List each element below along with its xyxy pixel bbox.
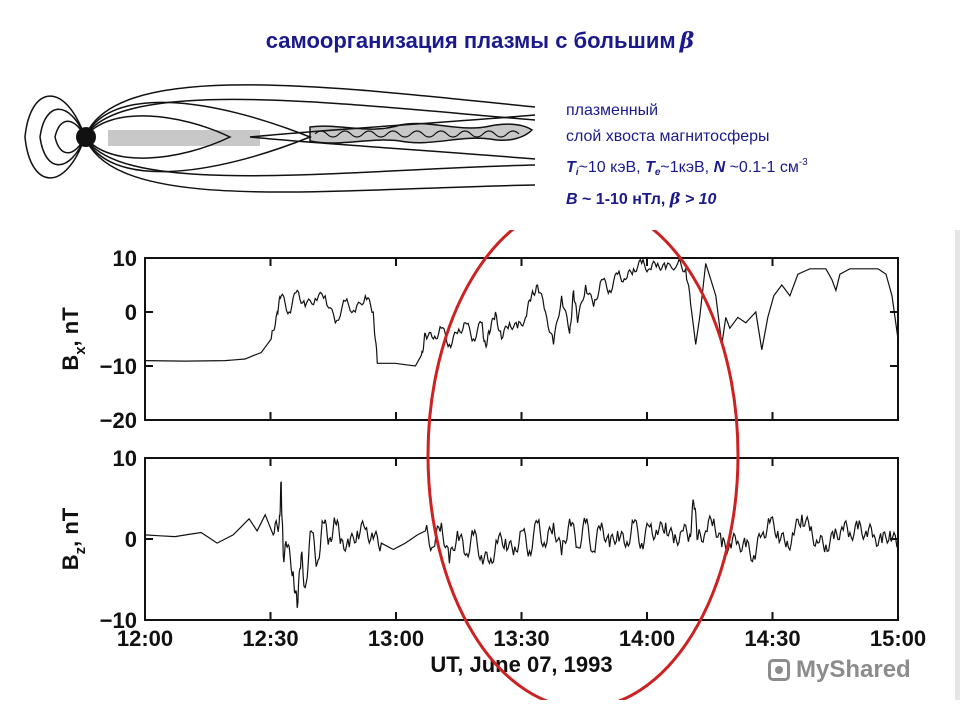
y-tick-label: 10 [113, 446, 137, 471]
x-axis-label: UT, June 07, 1993 [430, 652, 612, 677]
ti-symbol: T [566, 159, 576, 176]
plot-frame [144, 257, 899, 421]
y-tick-label: −10 [100, 354, 137, 379]
y-tick-label: 0 [125, 527, 137, 552]
y-tick-label: 0 [125, 300, 137, 325]
ti-subscript: i [575, 167, 579, 178]
myshared-logo-icon [768, 659, 790, 681]
series-line [144, 481, 899, 608]
y-tick-label: 10 [113, 246, 137, 271]
plasma-sheet-wiggle [314, 130, 520, 138]
x-tick-label: 14:00 [619, 626, 675, 651]
series-line [144, 257, 899, 367]
chart-panel-bx: 10 0 −10 −20 Bx, nT [58, 246, 899, 433]
title-text: самоорганизация плазмы с большим [265, 28, 676, 53]
plasma-sheet-far [309, 122, 534, 144]
magnetosphere-diagram [24, 84, 536, 193]
y-axis-label-unit: , nT [58, 307, 83, 347]
plasma-sheet-near [108, 130, 260, 146]
legend-line-4: B ~ 1-10 нТл, β > 10 [566, 186, 808, 213]
right-edge-bar [955, 230, 960, 700]
highlight-ellipse [426, 230, 740, 700]
y-axis-label: Bz, nT [58, 507, 89, 570]
beta-value: > 10 [680, 191, 717, 208]
watermark-text: MyShared [796, 656, 911, 683]
y-axis-label-sub: x [72, 346, 89, 355]
y-tick-label: −10 [100, 608, 137, 633]
slide-title: самоорганизация плазмы с большим β [0, 28, 960, 54]
te-subscript: e [654, 167, 661, 178]
n-symbol: N [713, 159, 726, 176]
n-value: ~0.1-1 см [725, 159, 799, 176]
n-exponent: -3 [798, 157, 808, 168]
y-tick-label: −20 [100, 408, 137, 433]
field-lines [24, 84, 536, 193]
y-axis-label-main: B [58, 554, 83, 570]
te-value: ~1кэВ, [660, 159, 714, 176]
te-symbol: T [645, 159, 655, 176]
x-tick-label: 13:30 [493, 626, 549, 651]
y-axis-label: Bx, nT [58, 307, 89, 371]
plasma-sheet-legend: плазменный слой хвоста магнитосферы Ti~1… [566, 98, 808, 213]
watermark: MyShared [768, 656, 911, 684]
x-tick-label: 13:00 [368, 626, 424, 651]
b-value: ~ 1-10 нТл, [577, 191, 670, 208]
earth [76, 127, 96, 147]
x-tick-label: 14:30 [744, 626, 800, 651]
x-tick-label: 15:00 [870, 626, 926, 651]
beta-symbol: β [669, 189, 681, 208]
plot-frame [144, 457, 899, 621]
ti-value: ~10 кэВ, [578, 159, 646, 176]
b-symbol: B [566, 191, 578, 208]
chart-panel-bz: 10 0 −10 Bz, nT 12:00 12:30 13:00 13:30 14:00 14:… [58, 446, 926, 677]
x-tick-label: 12:30 [242, 626, 298, 651]
legend-line-2: слой хвоста магнитосферы [566, 128, 770, 145]
legend-line-1: плазменный [566, 102, 659, 119]
legend-line-3: Ti~10 кэВ, Te~1кэВ, N ~0.1-1 см-3 [566, 150, 808, 186]
y-axis-label-unit: , nT [58, 507, 83, 547]
x-tick-label: 12:00 [117, 626, 173, 651]
y-axis-label-sub: z [72, 547, 89, 555]
title-beta-symbol: β [679, 28, 695, 54]
y-axis-label-main: B [58, 355, 83, 371]
